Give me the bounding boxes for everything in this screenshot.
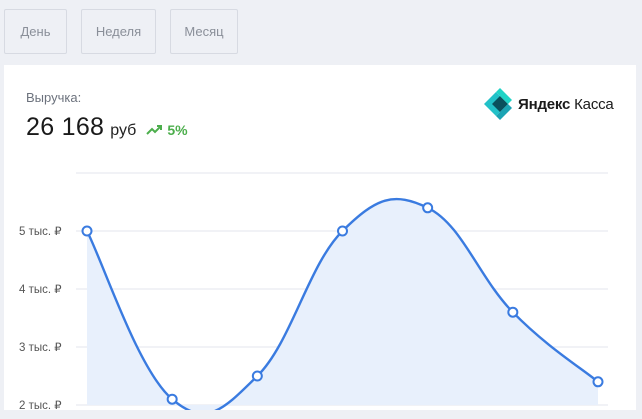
tab-month[interactable]: Месяц [170, 9, 238, 54]
y-tick-label: 2 тыс. ₽ [19, 400, 62, 410]
revenue-change: 5% [167, 122, 188, 138]
logo-text: Яндекс Касса [518, 95, 614, 113]
revenue-amount: 26 168 [26, 113, 105, 141]
series-area [87, 199, 598, 410]
trend-up-icon [146, 125, 163, 135]
yandex-kassa-logo-icon [484, 88, 512, 120]
revenue-chart: 2 тыс. ₽3 тыс. ₽4 тыс. ₽5 тыс. ₽23 сен24… [19, 172, 608, 410]
y-tick-label: 5 тыс. ₽ [19, 226, 62, 238]
data-point [337, 225, 348, 237]
revenue-card: Выручка: 26 168 руб 5% Яндекс Касса 2 ты… [4, 65, 636, 410]
revenue-trend: 5% [146, 122, 188, 138]
data-point [81, 225, 93, 237]
tab-day[interactable]: День [4, 9, 67, 54]
y-tick-label: 3 тыс. ₽ [19, 342, 62, 354]
revenue-summary: 26 168 руб 5% [26, 113, 188, 142]
data-point [251, 370, 263, 382]
tab-week[interactable]: Неделя [81, 9, 156, 54]
data-point [166, 393, 178, 405]
period-tabs: День Неделя Месяц [4, 9, 238, 54]
yandex-kassa-logo: Яндекс Касса [482, 88, 614, 120]
data-point [422, 202, 434, 214]
data-point [507, 306, 519, 318]
revenue-currency: руб [110, 122, 137, 139]
revenue-label: Выручка: [26, 90, 82, 105]
y-tick-label: 4 тыс. ₽ [19, 284, 62, 296]
data-point [592, 376, 604, 388]
